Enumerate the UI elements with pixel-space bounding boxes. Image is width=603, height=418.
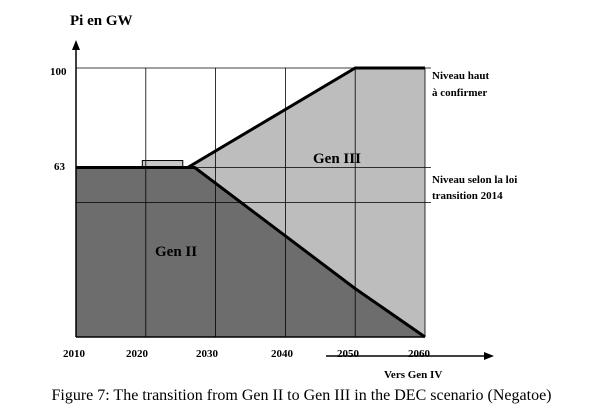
annotation-a-confirmer: à confirmer xyxy=(432,87,487,99)
gen2-label: Gen II xyxy=(155,244,197,260)
gen2-area xyxy=(76,167,425,337)
x-tick-2050: 2050 xyxy=(337,348,360,360)
x-tick-2020: 2020 xyxy=(126,348,149,360)
y-axis-title: Pi en GW xyxy=(70,13,133,29)
x-axis-title: Vers Gen IV xyxy=(384,369,442,381)
annotation-niveau-haut: Niveau haut xyxy=(432,70,489,82)
annotation-transition-2014: transition 2014 xyxy=(432,190,503,202)
y-tick-100: 100 xyxy=(50,66,67,78)
x-tick-2040: 2040 xyxy=(271,348,294,360)
y-tick-63: 63 xyxy=(54,161,66,173)
gen3-label: Gen III xyxy=(313,151,361,167)
y-axis-arrow xyxy=(72,40,80,50)
x-tick-2060: 2060 xyxy=(408,348,431,360)
x-tick-2010: 2010 xyxy=(63,348,86,360)
total-capacity-line xyxy=(76,66,425,169)
x-tick-2030: 2030 xyxy=(196,348,219,360)
vers-gen-iv-arrow xyxy=(484,352,494,360)
annotation-niveau-loi: Niveau selon la loi xyxy=(432,174,517,186)
figure-caption: Figure 7: The transition from Gen II to … xyxy=(51,387,552,404)
